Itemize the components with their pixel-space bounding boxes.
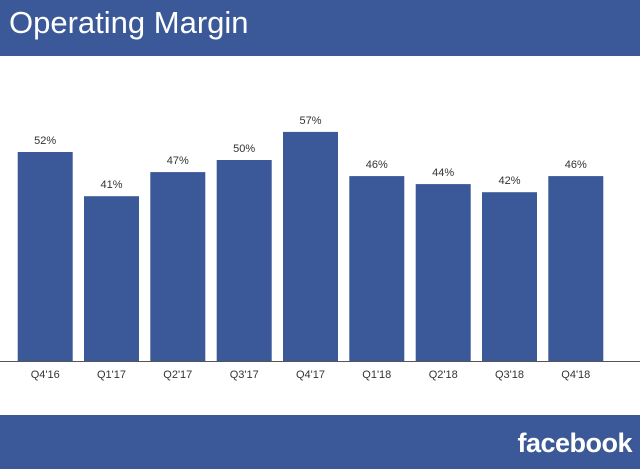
tick-label-7: Q3'18 [495,369,524,381]
facebook-logo: facebook [517,428,632,458]
page-title: Operating Margin [9,5,249,40]
data-label-0: 52% [34,135,56,147]
data-label-group: 52% 41% 47% 50% 57% 46% 44% 42% 46% [34,115,587,191]
data-label-1: 41% [100,179,122,191]
bar-group [17,131,604,361]
tick-label-5: Q1'18 [362,369,391,381]
bar-6 [415,184,471,361]
bar-3 [216,160,272,361]
bar-5 [349,176,405,361]
footer-bar: facebook [0,415,640,469]
bar-2 [150,172,206,361]
data-label-6: 44% [432,167,454,179]
bar-1 [84,196,139,361]
bar-8 [548,176,604,361]
tick-label-6: Q2'18 [429,369,458,381]
bar-7 [482,192,537,361]
data-label-5: 46% [366,159,388,171]
tick-label-0: Q4'16 [31,369,60,381]
data-label-7: 42% [498,175,520,187]
data-label-8: 46% [565,159,587,171]
tick-label-4: Q4'17 [296,369,325,381]
data-label-3: 50% [233,143,255,155]
header-bar: Operating Margin [0,0,640,56]
data-label-4: 57% [299,115,321,127]
tick-label-1: Q1'17 [97,369,126,381]
tick-label-3: Q3'17 [230,369,259,381]
bar-0 [17,152,73,361]
tick-label-2: Q2'17 [163,369,192,381]
chart-area: 52% 41% 47% 50% 57% 46% 44% 42% 46% Q4'16 Q1'17 Q2… [0,56,640,415]
data-label-2: 47% [167,155,189,167]
bar-4 [283,131,338,361]
tick-label-8: Q4'18 [561,369,590,381]
tick-label-group: Q4'16 Q1'17 Q2'17 Q3'17 Q4'17 Q1'18 Q2'18 Q3'18… [31,369,591,381]
operating-margin-chart: 52% 41% 47% 50% 57% 46% 44% 42% 46% Q4'16 Q1'17 Q2… [0,115,640,381]
